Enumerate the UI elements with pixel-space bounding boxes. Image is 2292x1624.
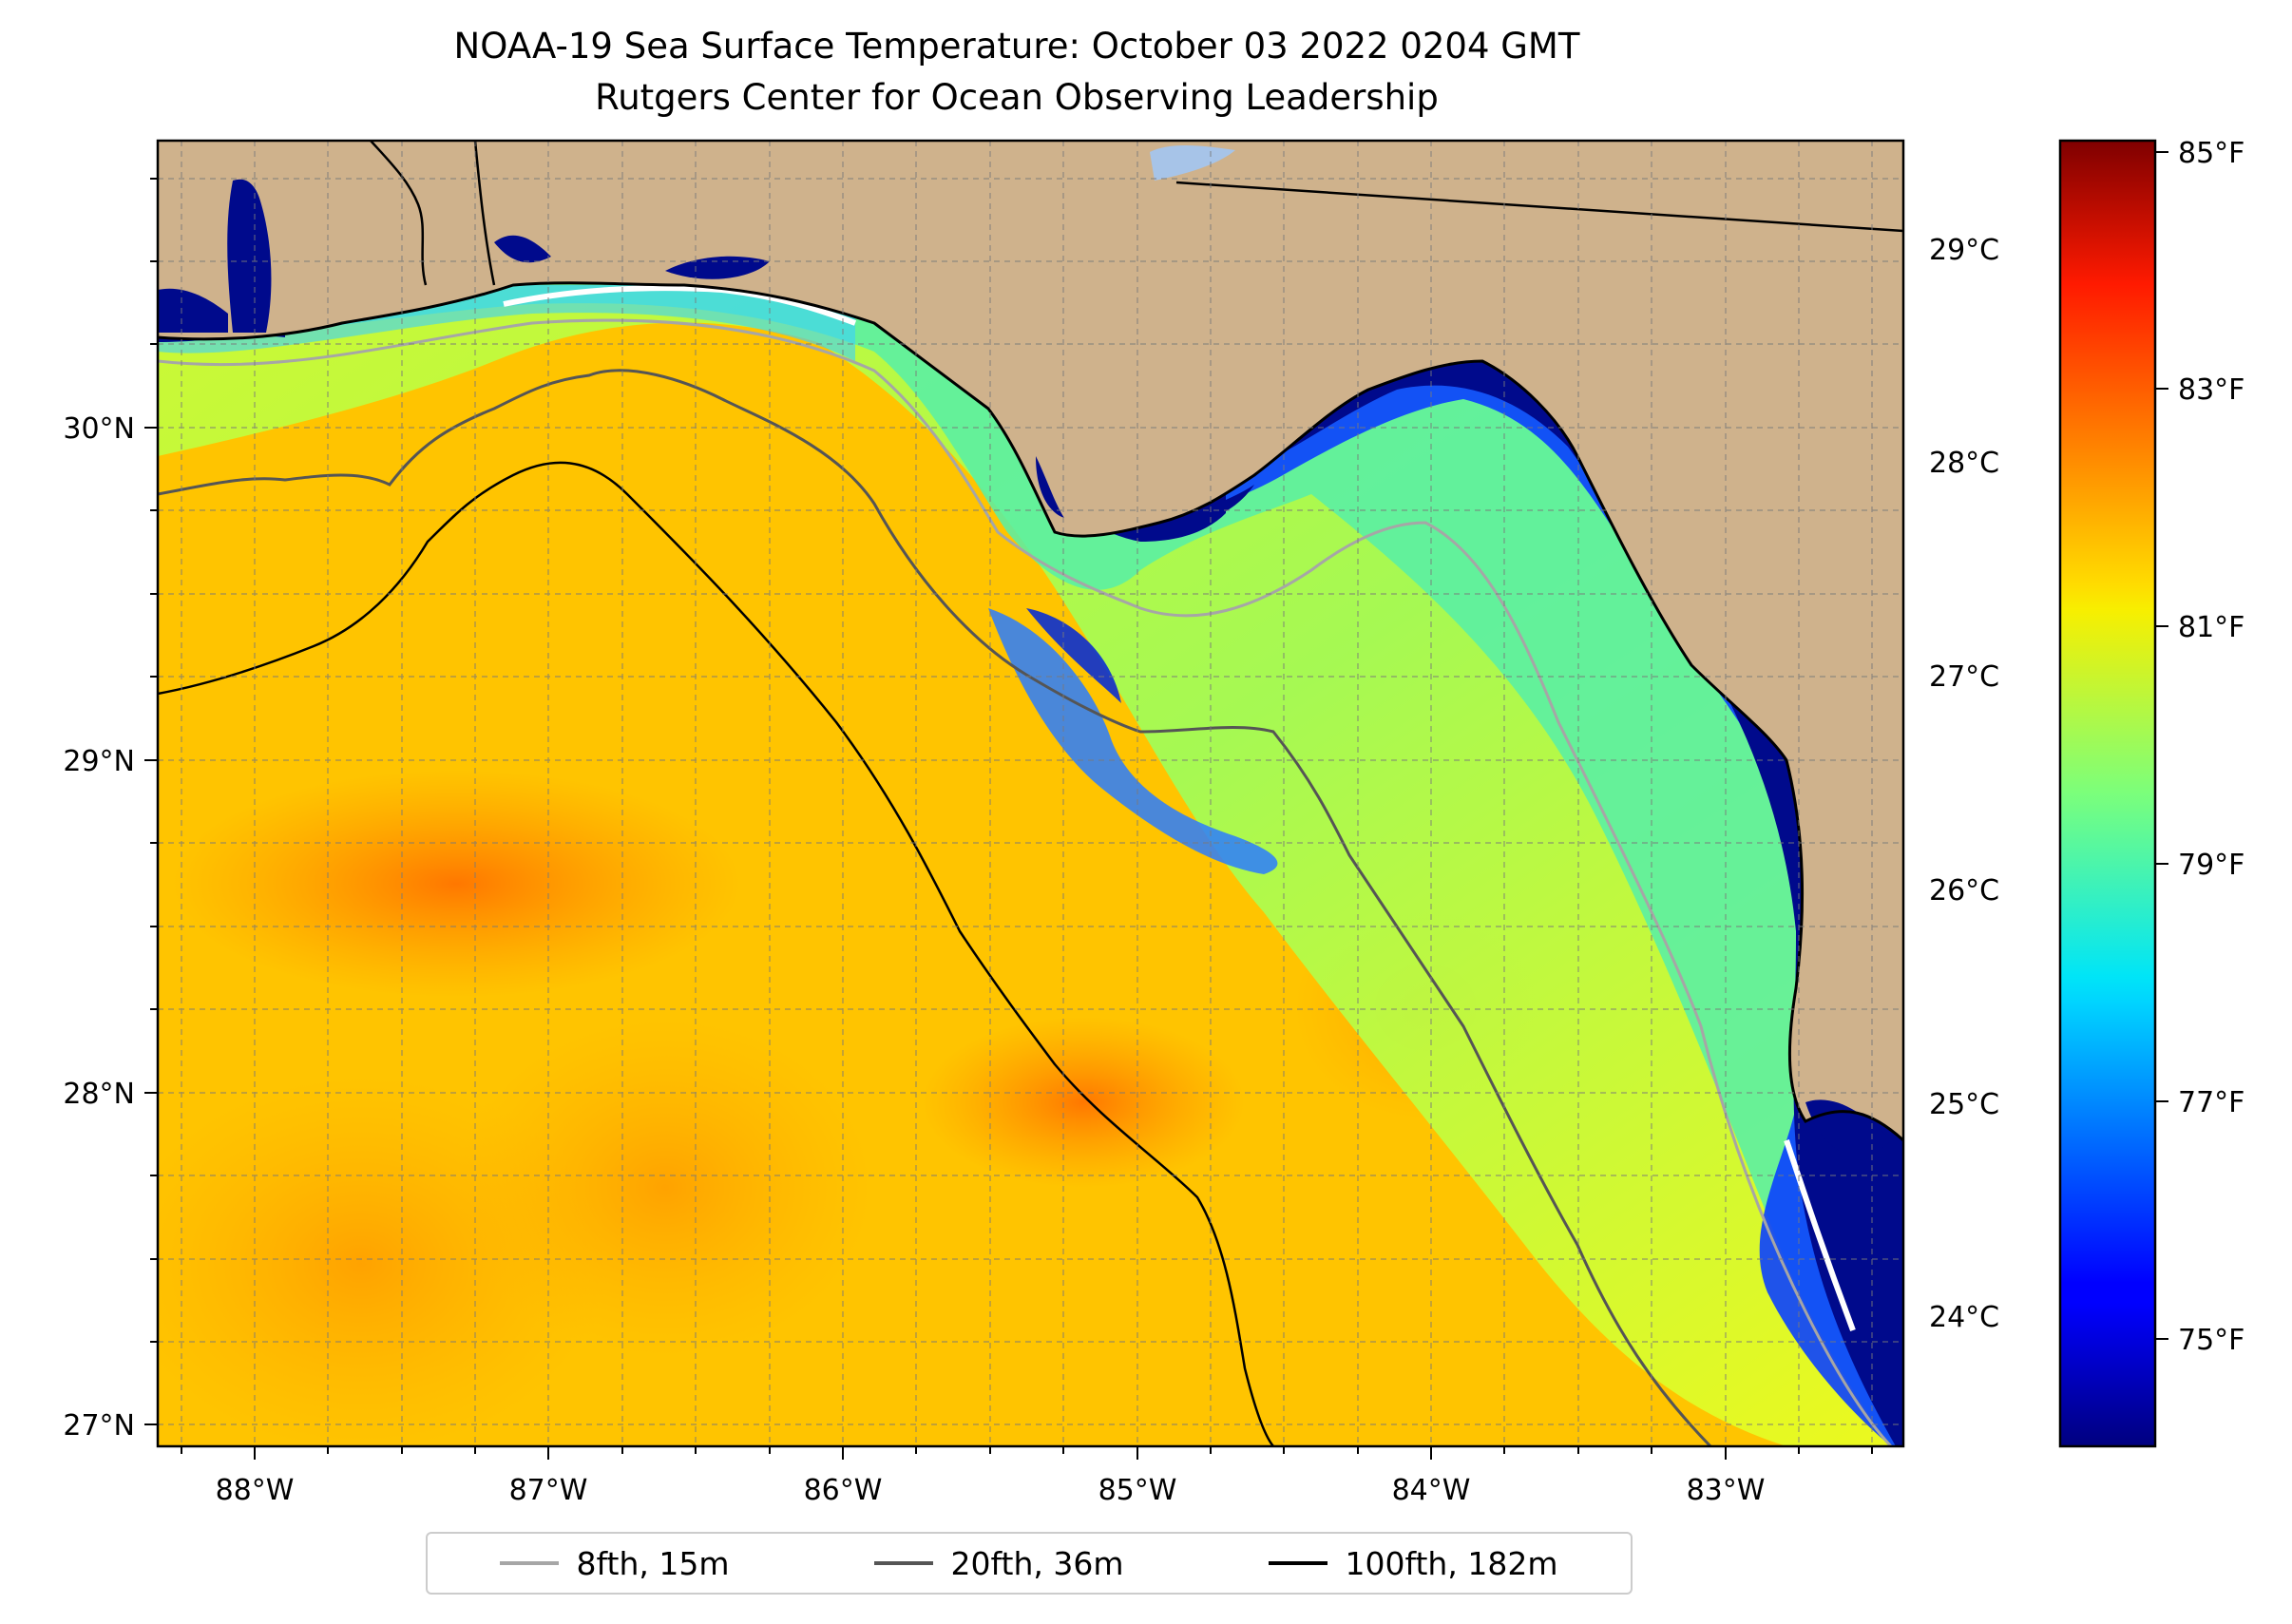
legend-swatch (874, 1561, 934, 1565)
fahrenheit-tick: 81°F (2178, 611, 2244, 644)
legend-swatch (1269, 1561, 1328, 1565)
y-tick-label: 29°N (63, 745, 135, 778)
y-tick-label: 27°N (63, 1409, 135, 1442)
fahrenheit-tick: 77°F (2178, 1086, 2244, 1119)
fahrenheit-tick: 83°F (2178, 373, 2244, 407)
legend-item: 100fth, 182m (1269, 1545, 1557, 1582)
x-tick-label: 86°W (804, 1474, 883, 1507)
lake (1150, 145, 1235, 181)
warm-pool (456, 1017, 874, 1359)
mobile-bay (227, 179, 272, 333)
map-frame (156, 139, 1905, 1448)
warm-pool (922, 1017, 1245, 1188)
legend-label: 100fth, 182m (1345, 1544, 1558, 1582)
celsius-tick: 24°C (1929, 1301, 1999, 1334)
celsius-tick: 29°C (1929, 234, 1999, 267)
map-title: NOAA-19 Sea Surface Temperature: October… (453, 26, 1580, 67)
sst-map (158, 141, 1903, 1446)
isobath-8fth (158, 318, 1893, 1446)
isobath-legend: 8fth, 15m 20fth, 36m 100fth, 182m (426, 1532, 1633, 1595)
fahrenheit-tick: 79°F (2178, 849, 2244, 882)
celsius-tick: 27°C (1929, 660, 1999, 694)
legend-label: 20fth, 36m (950, 1544, 1124, 1582)
y-tick-label: 28°N (63, 1078, 135, 1111)
x-tick-label: 83°W (1687, 1474, 1766, 1507)
coastline (158, 281, 1903, 1142)
isobath-100fth (158, 461, 1274, 1446)
cold-upwelling-tongue (988, 608, 1278, 874)
legend-swatch (500, 1561, 560, 1565)
state-border (1175, 181, 1903, 233)
land-mass (158, 141, 1903, 1140)
x-tick-label: 87°W (509, 1474, 588, 1507)
colorbar (2060, 141, 2155, 1446)
gridlines (158, 141, 1903, 1446)
x-tick-label: 88°W (216, 1474, 295, 1507)
celsius-tick: 28°C (1929, 447, 1999, 480)
fahrenheit-tick: 85°F (2178, 137, 2244, 170)
y-tick-label: 30°N (63, 412, 135, 446)
warm-pool (171, 770, 741, 998)
fahrenheit-tick: 75°F (2178, 1324, 2244, 1357)
state-border (370, 141, 428, 286)
isobath-20fth (158, 369, 1712, 1446)
legend-item: 8fth, 15m (500, 1544, 730, 1582)
x-tick-label: 85°W (1098, 1474, 1177, 1507)
legend-label: 8fth, 15m (576, 1544, 730, 1582)
celsius-tick: 25°C (1929, 1088, 1999, 1121)
map-subtitle: Rutgers Center for Ocean Observing Leade… (595, 77, 1439, 118)
coastal-cool-water (158, 141, 1903, 1446)
x-tick-label: 84°W (1392, 1474, 1471, 1507)
celsius-tick: 26°C (1929, 874, 1999, 908)
legend-item: 20fth, 36m (874, 1545, 1123, 1582)
